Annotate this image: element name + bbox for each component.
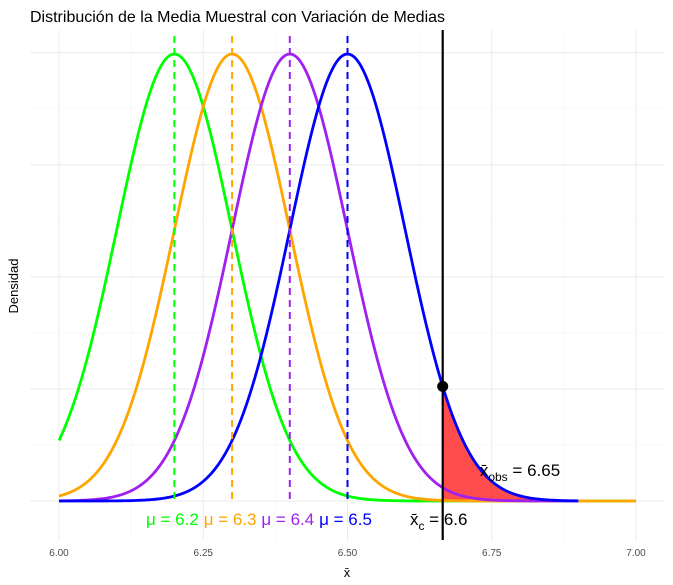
observed-label: x̄obs = 6.65 — [480, 461, 560, 484]
x-tick-label: 7.00 — [626, 548, 646, 559]
mean-label-6.2: μ = 6.2 — [146, 510, 199, 529]
observed-point — [437, 380, 449, 392]
x-axis-title: x̄ — [344, 565, 351, 580]
x-tick-label: 6.00 — [49, 548, 69, 559]
mean-labels: μ = 6.2 μ = 6.3 μ = 6.4 μ = 6.5 x̄c = 6.6 x̄o… — [146, 461, 560, 533]
x-tick-label: 6.50 — [338, 548, 358, 559]
shaded-area — [442, 386, 579, 501]
y-axis-title: Densidad — [6, 259, 21, 314]
x-tick-labels: 6.00 6.25 6.50 6.75 7.00 — [49, 548, 646, 559]
x-tick-label: 6.75 — [482, 548, 502, 559]
x-tick-label: 6.25 — [194, 548, 214, 559]
mean-label-6.3: μ = 6.3 — [204, 510, 257, 529]
rejection-region — [442, 386, 579, 501]
critical-value-label: x̄c = 6.6 — [410, 510, 468, 533]
chart-title: Distribución de la Media Muestral con Va… — [30, 9, 445, 26]
grid — [30, 30, 665, 540]
mean-lines — [173, 30, 449, 540]
mean-label-6.4: μ = 6.4 — [261, 510, 314, 529]
density-curve-6.5 — [59, 52, 579, 503]
mean-label-6.5: μ = 6.5 — [319, 510, 372, 529]
density-curve-6.4 — [58, 52, 579, 503]
